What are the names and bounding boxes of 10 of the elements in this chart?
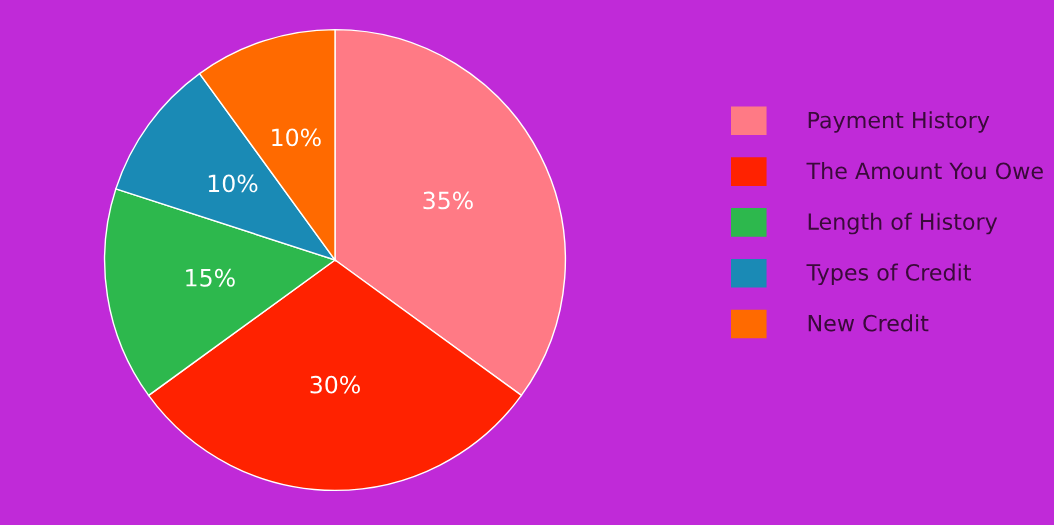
- legend-label: Length of History: [808, 212, 998, 235]
- legend-label: The Amount You Owe: [806, 162, 1043, 180]
- data-label: 15%: [186, 268, 235, 287]
- legend-label: Payment History: [808, 111, 990, 133]
- data-label: 10%: [208, 174, 258, 193]
- data-label: 35%: [423, 191, 473, 210]
- data-label: 30%: [310, 375, 360, 394]
- data-label: 10%: [272, 128, 321, 147]
- legend-label: New Credit: [808, 314, 929, 332]
- legend-label: Types of Credit: [806, 263, 971, 286]
